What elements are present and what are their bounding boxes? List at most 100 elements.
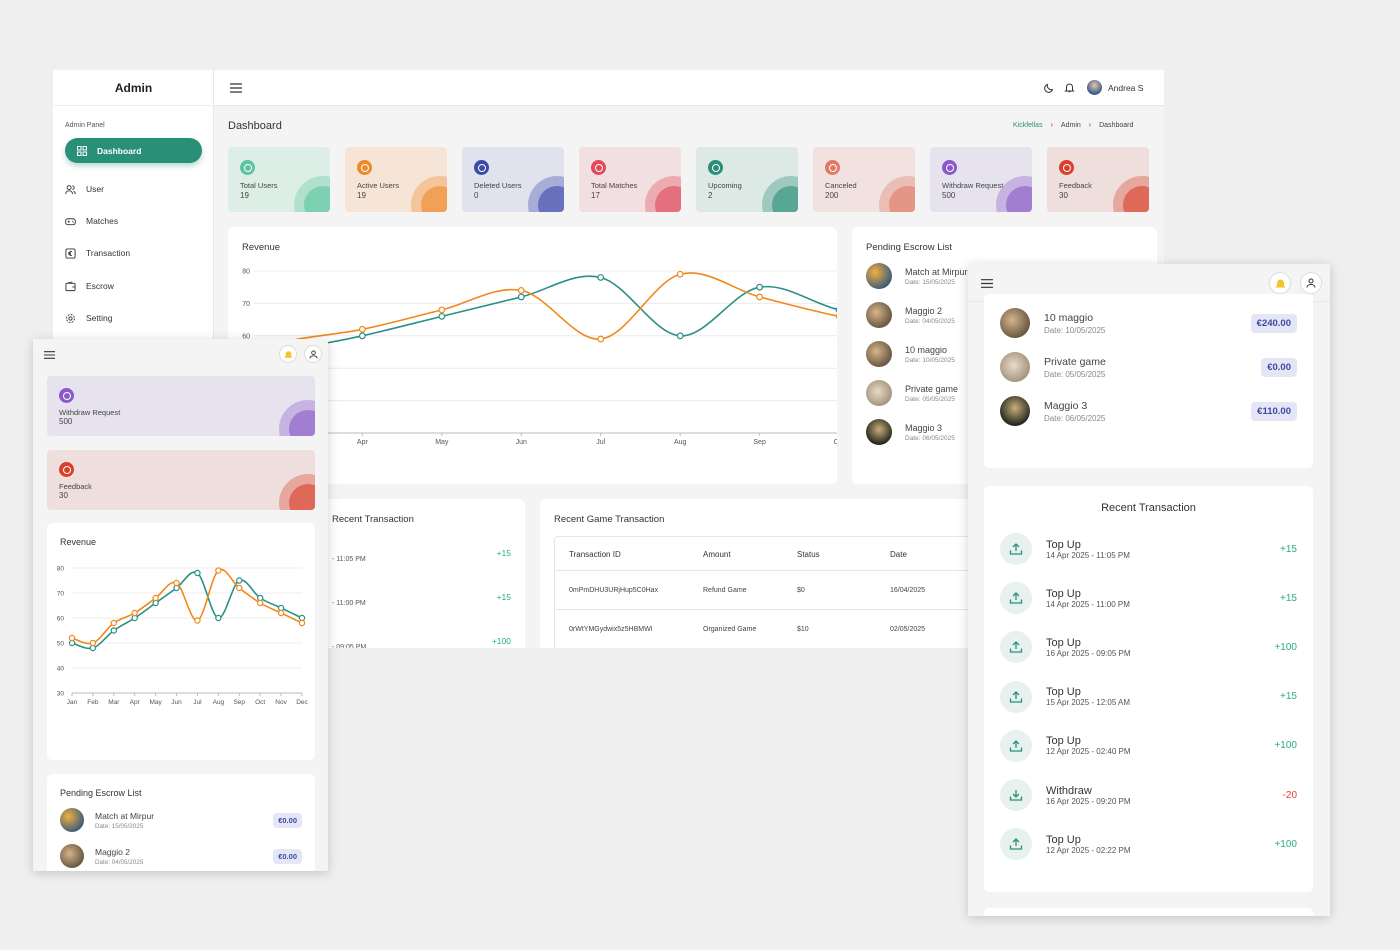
stat-icon bbox=[825, 160, 840, 175]
data-point bbox=[517, 293, 525, 301]
x-tick-label: Jul bbox=[596, 439, 605, 446]
list-item[interactable]: Match at Mirpur Date: 15/05/2025 bbox=[866, 263, 1146, 289]
wallet-icon bbox=[65, 280, 76, 291]
sidebar-item-user[interactable]: User bbox=[65, 179, 205, 199]
stat-card-upcoming[interactable]: Upcoming 2 bbox=[696, 147, 798, 212]
amount-badge: €110.00 bbox=[1251, 401, 1297, 421]
data-point bbox=[215, 567, 222, 574]
data-point bbox=[236, 584, 243, 592]
breadcrumb: Kickfellas › Admin › Dashboard bbox=[1013, 122, 1133, 129]
transaction-amount: +15 bbox=[1280, 543, 1297, 555]
avatar bbox=[866, 380, 892, 406]
list-item[interactable]: Maggio 2 Date: 04/05/2025 €0.00 bbox=[60, 844, 302, 868]
chevron-right-icon: › bbox=[1088, 122, 1092, 129]
amount-badge: €0.00 bbox=[273, 848, 302, 864]
stat-label: Upcoming bbox=[708, 181, 742, 190]
data-point bbox=[835, 313, 837, 320]
data-point bbox=[194, 617, 201, 624]
list-item[interactable]: Private game Date: 05/05/2025 bbox=[866, 380, 1146, 406]
y-tick-label: 80 bbox=[242, 269, 250, 276]
transaction-row[interactable]: Top Up 14 Apr 2025 - 11:05 PM +15 bbox=[1000, 532, 1297, 566]
data-point bbox=[597, 335, 605, 343]
escrow-date: Date: 06/05/2025 bbox=[905, 434, 955, 442]
x-tick-label: Mar bbox=[108, 699, 120, 706]
transaction-title: Top Up bbox=[1046, 735, 1081, 748]
transaction-amount: -20 bbox=[1282, 789, 1297, 801]
list-item[interactable]: 10 maggio Date: 10/05/2025 €240.00 bbox=[1000, 308, 1297, 338]
transaction-row[interactable]: Top Up 15 Apr 2025 - 12:05 AM +15 bbox=[1000, 680, 1297, 714]
x-tick-label: Oct bbox=[255, 699, 265, 706]
menu-icon[interactable] bbox=[44, 351, 55, 359]
transaction-title: Withdraw bbox=[1046, 784, 1092, 797]
bell-icon[interactable] bbox=[1064, 82, 1075, 93]
breadcrumb-link[interactable]: Admin bbox=[1060, 122, 1081, 129]
data-point bbox=[215, 614, 222, 622]
escrow-name: 10 maggio bbox=[905, 344, 948, 355]
sidebar-item-transaction[interactable]: Transaction bbox=[65, 243, 205, 263]
stat-value: 17 bbox=[591, 191, 600, 200]
tablet-dashboard: 10 maggio Date: 10/05/2025 €240.00 Private … bbox=[968, 264, 1330, 916]
sidebar-item-dashboard[interactable]: Dashboard bbox=[65, 138, 202, 163]
menu-icon[interactable] bbox=[981, 279, 993, 288]
transaction-row[interactable]: Top Up 16 Apr 2025 - 09:05 PM +100 bbox=[1000, 630, 1297, 664]
table-cell: 0mPmDHU3URjHup5C0Hax bbox=[569, 587, 659, 594]
list-item[interactable]: Private game Date: 05/05/2025 €0.00 bbox=[1000, 352, 1297, 382]
data-point bbox=[68, 634, 76, 642]
list-item[interactable]: Maggio 2 Date: 04/05/2025 bbox=[866, 302, 1146, 328]
escrow-name: 10 maggio bbox=[1044, 311, 1094, 324]
breadcrumb-link[interactable]: Kickfellas bbox=[1013, 122, 1043, 129]
stat-card-active-users[interactable]: Active Users 19 bbox=[345, 147, 447, 212]
list-item[interactable]: Maggio 3 Date: 06/05/2025 bbox=[866, 419, 1146, 445]
profile-button[interactable] bbox=[1300, 272, 1322, 294]
menu-icon[interactable] bbox=[230, 83, 242, 93]
user-name[interactable]: Andrea S bbox=[1108, 83, 1144, 93]
upload-icon bbox=[1000, 582, 1032, 615]
stat-card-feedback[interactable]: Feedback 30 bbox=[47, 450, 315, 510]
notification-button[interactable] bbox=[1269, 272, 1291, 294]
transaction-amount: +15 bbox=[496, 548, 511, 558]
data-point bbox=[298, 619, 306, 627]
sidebar-item-setting[interactable]: Setting bbox=[65, 308, 205, 328]
x-tick-label: Sep bbox=[753, 439, 766, 446]
stat-card-canceled[interactable]: Canceled 200 bbox=[813, 147, 915, 212]
breadcrumb-current: Dashboard bbox=[1099, 122, 1134, 129]
stat-icon bbox=[474, 160, 489, 175]
amount-badge: €0.00 bbox=[1261, 357, 1297, 377]
data-point bbox=[676, 332, 684, 340]
transaction-row[interactable]: Top Up 12 Apr 2025 - 02:40 PM +100 bbox=[1000, 729, 1297, 763]
stat-card-deleted-users[interactable]: Deleted Users 0 bbox=[462, 147, 564, 212]
stat-card-total-users[interactable]: Total Users 19 bbox=[228, 147, 330, 212]
table-cell: $10 bbox=[797, 626, 809, 633]
amount-badge: €0.00 bbox=[273, 812, 302, 828]
data-point bbox=[194, 569, 201, 577]
stat-card-feedback[interactable]: Feedback 30 bbox=[1047, 147, 1149, 212]
notification-button[interactable] bbox=[279, 345, 297, 363]
table-cell: 0rWtYMGydwix5z5HBMWI bbox=[569, 626, 653, 633]
avatar bbox=[60, 844, 84, 868]
transaction-title: Top Up bbox=[1046, 587, 1081, 600]
x-tick-label: May bbox=[435, 439, 449, 446]
revenue-title: Revenue bbox=[60, 537, 97, 547]
list-item[interactable]: Maggio 3 Date: 06/05/2025 €110.00 bbox=[1000, 396, 1297, 426]
sidebar-item-matches[interactable]: Matches bbox=[65, 211, 205, 231]
sidebar-item-escrow[interactable]: Escrow bbox=[65, 276, 205, 296]
data-point bbox=[438, 312, 446, 320]
stat-card-withdraw-request[interactable]: Withdraw Request 500 bbox=[930, 147, 1032, 212]
transaction-row[interactable]: Top Up 12 Apr 2025 - 02:22 PM +100 bbox=[1000, 827, 1297, 861]
data-point bbox=[256, 599, 264, 607]
top-bar: Andrea S bbox=[214, 70, 1164, 106]
profile-button[interactable] bbox=[304, 345, 322, 363]
transaction-row[interactable]: Withdraw 16 Apr 2025 - 09:20 PM -20 bbox=[1000, 778, 1297, 812]
escrow-name: Maggio 3 bbox=[1044, 399, 1088, 412]
transaction-row[interactable]: Top Up 14 Apr 2025 - 11:00 PM +15 bbox=[1000, 581, 1297, 615]
x-tick-label: Jan bbox=[67, 699, 78, 706]
stat-card-total-matches[interactable]: Total Matches 17 bbox=[579, 147, 681, 212]
stat-card-withdraw-request[interactable]: Withdraw Request 500 bbox=[47, 376, 315, 436]
moon-icon[interactable] bbox=[1044, 82, 1055, 93]
list-item[interactable]: Match at Mirpur Date: 15/05/2025 €0.00 bbox=[60, 808, 302, 832]
table-cell: Organized Game bbox=[703, 626, 757, 633]
avatar[interactable] bbox=[1087, 80, 1102, 95]
upload-icon bbox=[1000, 828, 1032, 861]
transaction-amount: +100 bbox=[1274, 740, 1297, 752]
list-item[interactable]: 10 maggio Date: 10/05/2025 bbox=[866, 341, 1146, 367]
